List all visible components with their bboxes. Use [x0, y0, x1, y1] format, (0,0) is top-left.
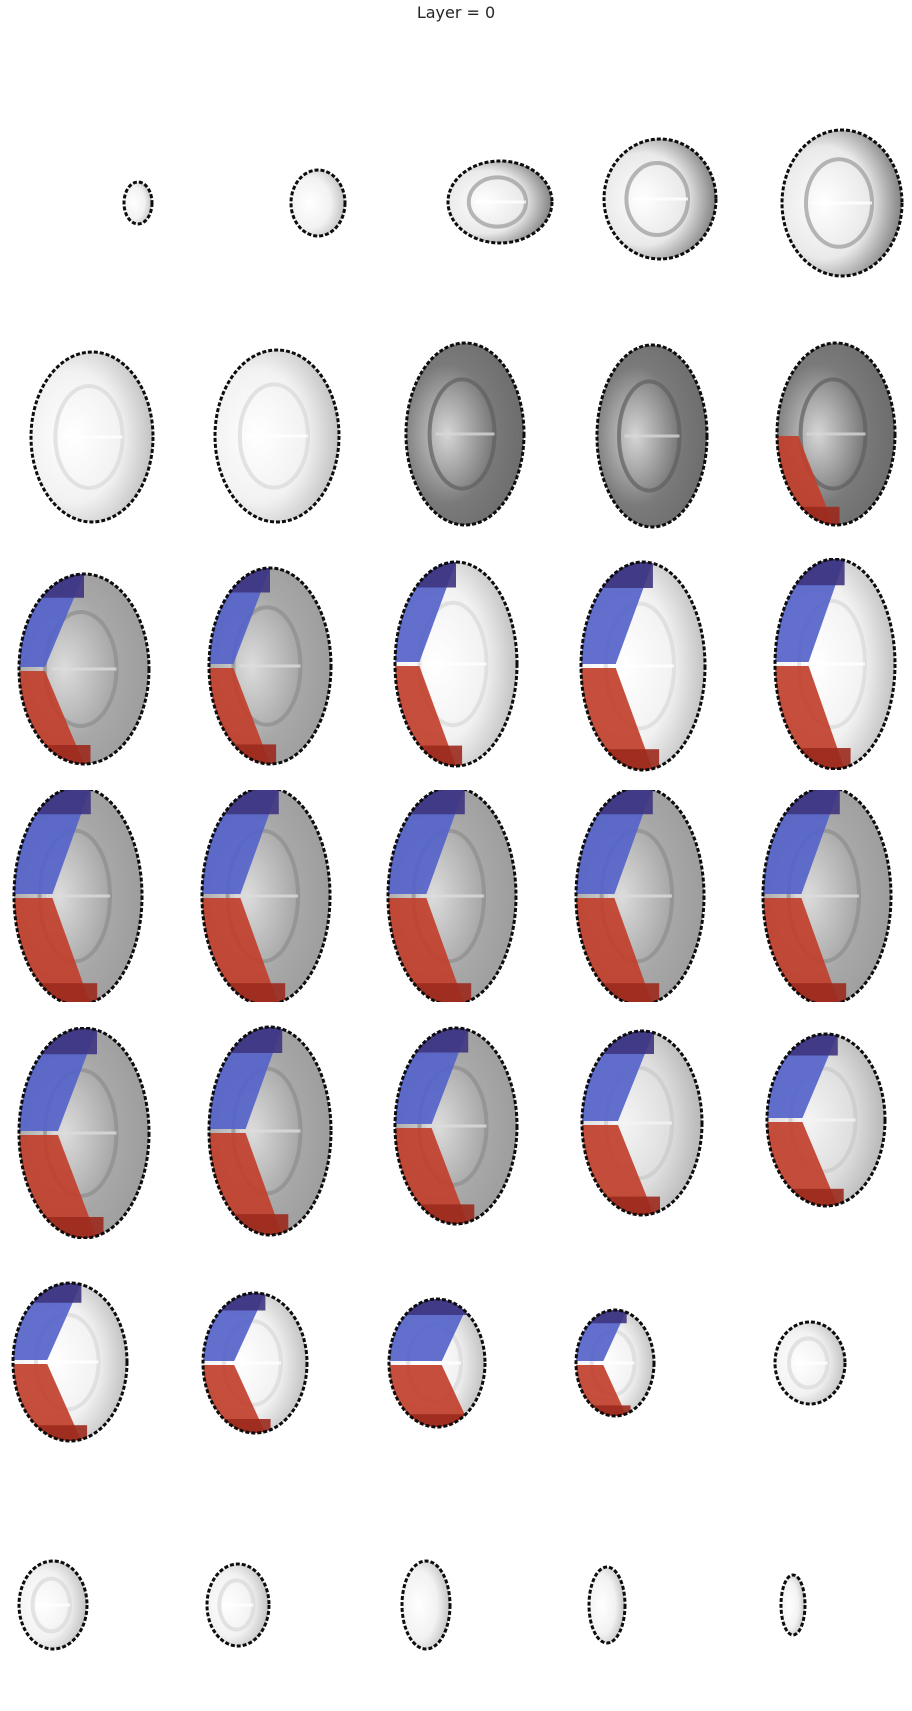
- slice-image: [205, 1562, 271, 1648]
- slice-image: [17, 572, 151, 766]
- brain-slice-19: [737, 790, 912, 1002]
- slice-image: [775, 341, 897, 527]
- slice-image: [404, 341, 526, 527]
- slice-image: [773, 558, 897, 770]
- figure-title: Layer = 0: [416, 3, 496, 22]
- brain-slice-13: [553, 560, 733, 772]
- brain-slice-12: [366, 558, 546, 770]
- slice-image: [765, 1032, 887, 1208]
- brain-slice-0: [48, 97, 228, 309]
- brain-slice-33: [517, 1499, 697, 1711]
- brain-slice-27: [347, 1257, 527, 1469]
- brain-slice-17: [362, 790, 542, 1002]
- slice-image: [207, 1025, 333, 1237]
- brain-slice-22: [366, 1020, 546, 1232]
- slice-image: [393, 1026, 519, 1226]
- brain-slice-29: [720, 1257, 900, 1469]
- brain-slice-20: [0, 1027, 174, 1239]
- slice-image: [207, 566, 333, 766]
- slice-image: [779, 1573, 807, 1637]
- slice-image: [386, 790, 518, 1002]
- brain-slice-15: [0, 790, 168, 1002]
- slice-image: [393, 560, 519, 768]
- brain-slice-4: [752, 97, 912, 309]
- brain-slice-30: [0, 1499, 143, 1711]
- slice-image: [595, 343, 709, 529]
- brain-slice-31: [148, 1499, 328, 1711]
- brain-slice-5: [2, 331, 182, 543]
- slice-image: [574, 1308, 656, 1418]
- brain-slice-9: [746, 328, 912, 540]
- brain-slice-8: [562, 330, 742, 542]
- slice-image: [579, 560, 707, 772]
- slice-image: [201, 1291, 309, 1435]
- brain-slice-23: [552, 1017, 732, 1229]
- slice-image: [289, 168, 347, 238]
- brain-slice-26: [165, 1257, 345, 1469]
- slice-image: [587, 1565, 627, 1645]
- brain-slice-7: [375, 328, 555, 540]
- slice-image: [200, 790, 332, 1002]
- brain-slice-11: [180, 560, 360, 772]
- brain-slice-32: [336, 1499, 516, 1711]
- slice-image: [446, 159, 554, 245]
- slice-image: [387, 1297, 487, 1429]
- brain-slice-34: [703, 1499, 883, 1711]
- slice-image: [780, 128, 904, 278]
- slice-image: [580, 1029, 704, 1217]
- slice-image: [761, 790, 893, 1002]
- slice-image: [11, 1281, 129, 1443]
- brain-slice-25: [0, 1256, 160, 1468]
- brain-slice-16: [176, 790, 356, 1002]
- slice-image: [17, 1027, 151, 1239]
- slice-image: [400, 1559, 452, 1651]
- brain-slice-28: [525, 1257, 705, 1469]
- brain-slice-10: [0, 563, 174, 775]
- brain-slice-6: [187, 330, 367, 542]
- brain-slice-3: [570, 93, 750, 305]
- slice-image: [773, 1320, 847, 1406]
- brain-slice-21: [180, 1025, 360, 1237]
- slice-image: [29, 350, 155, 524]
- brain-slice-14: [745, 558, 912, 770]
- slice-image: [574, 790, 706, 1002]
- slice-image: [12, 790, 144, 1002]
- brain-slice-2: [410, 96, 590, 308]
- slice-image: [602, 137, 718, 261]
- slice-image: [122, 180, 154, 226]
- slice-image: [17, 1559, 89, 1651]
- brain-slice-24: [736, 1014, 912, 1226]
- brain-slice-18: [550, 790, 730, 1002]
- brain-slice-1: [228, 97, 408, 309]
- slice-image: [213, 348, 341, 524]
